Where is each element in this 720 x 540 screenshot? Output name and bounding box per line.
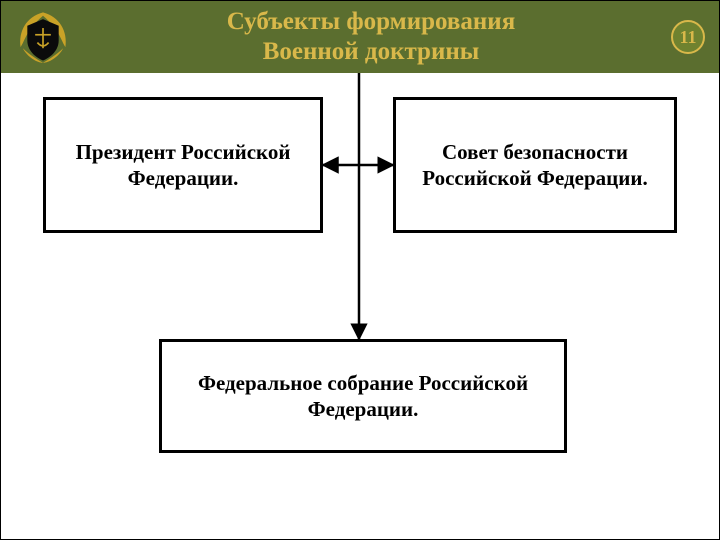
node-president: Президент Российской Федерации.: [43, 97, 323, 233]
header-bar: Субъекты формирования Военной доктрины 1…: [1, 1, 719, 73]
slide: Субъекты формирования Военной доктрины 1…: [0, 0, 720, 540]
node-council: Совет безопасности Российской Федерации.: [393, 97, 677, 233]
page-number-badge: 11: [671, 20, 705, 54]
diagram-area: Президент Российской Федерации. Совет без…: [1, 73, 719, 539]
military-emblem-icon: [15, 9, 71, 65]
title-line-2: Военной доктрины: [71, 37, 671, 67]
node-assembly: Федеральное собрание Российской Федераци…: [159, 339, 567, 453]
slide-title: Субъекты формирования Военной доктрины: [71, 7, 671, 67]
page-number: 11: [679, 27, 696, 48]
title-line-1: Субъекты формирования: [71, 7, 671, 37]
